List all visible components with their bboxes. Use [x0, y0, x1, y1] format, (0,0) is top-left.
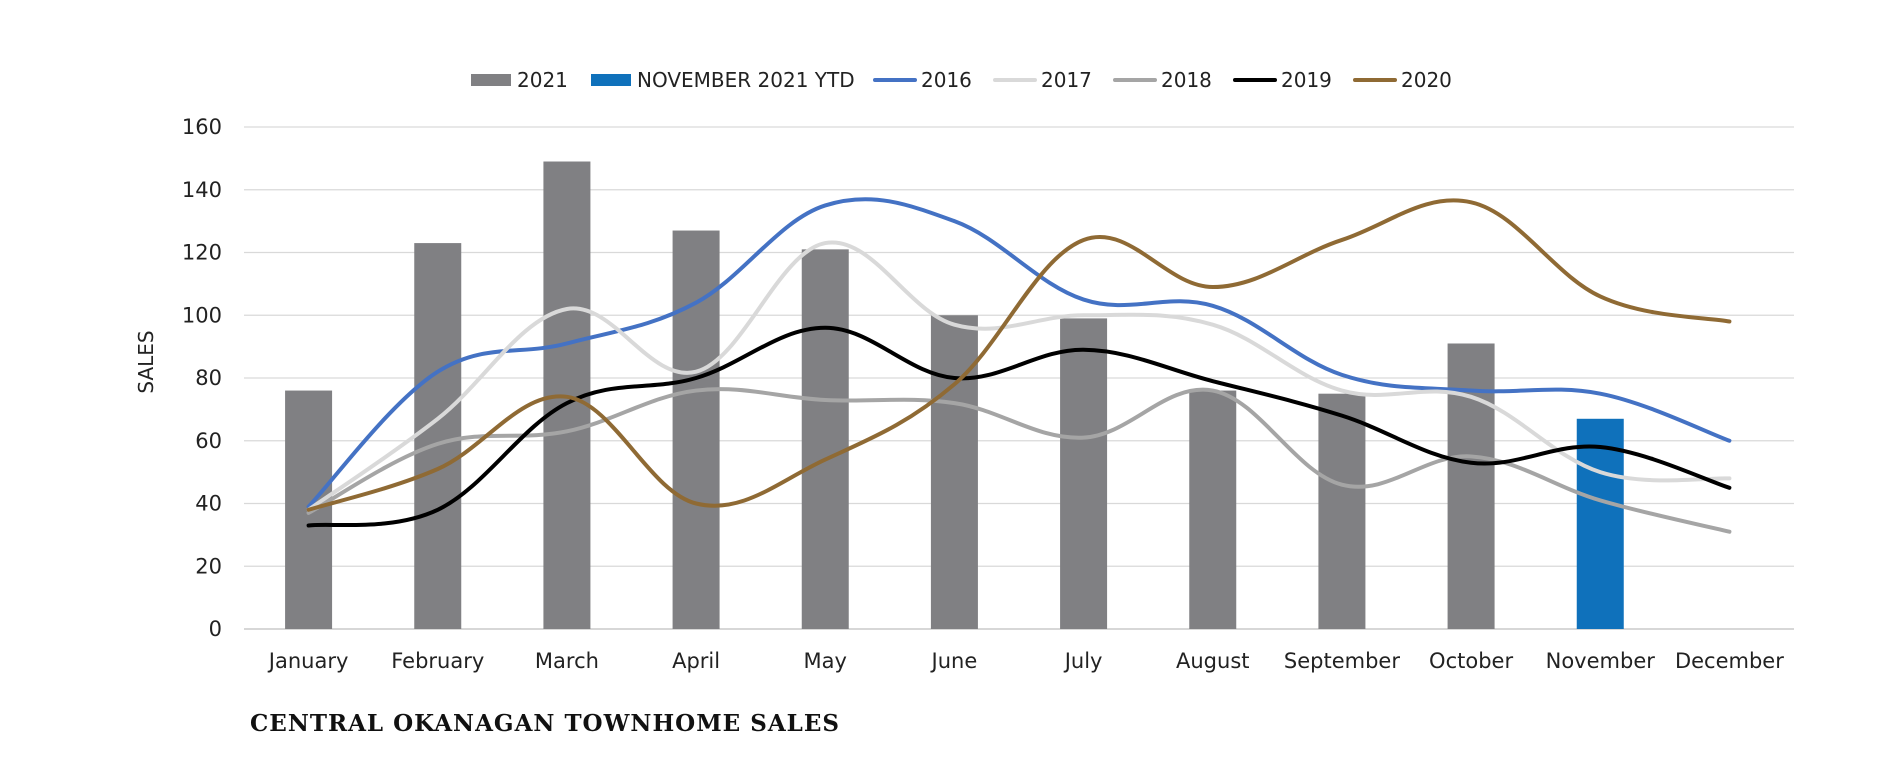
bar-layer [285, 161, 1624, 630]
y-axis-title: SALES [134, 330, 158, 393]
line-layer [306, 197, 1732, 534]
legend-label: 2016 [921, 68, 972, 92]
y-tick-label: 120 [182, 241, 222, 265]
bar [1318, 393, 1366, 629]
y-tick-label: 40 [195, 492, 222, 516]
x-tick-label: November [1546, 649, 1656, 673]
legend-label: 2021 [517, 68, 568, 92]
legend-swatch [471, 74, 511, 86]
y-tick-label: 160 [182, 115, 222, 139]
x-tick-label: October [1429, 649, 1513, 673]
legend: 2021 NOVEMBER 2021 YTD 2016 2017 2018 2019 202… [471, 68, 1452, 92]
legend-label: 2018 [1161, 68, 1212, 92]
x-tick-label: May [804, 649, 847, 673]
x-tick-label: March [535, 649, 599, 673]
x-tick-label: April [672, 649, 720, 673]
legend-swatch [591, 74, 631, 86]
series-line-2020 [306, 198, 1732, 512]
y-tick-label: 0 [209, 617, 222, 641]
y-tick-label: 100 [182, 303, 222, 327]
category-layer: January February March April May June July Augu… [267, 649, 1784, 673]
legend-label: 2017 [1041, 68, 1092, 92]
x-tick-label: February [391, 649, 484, 673]
legend-label: NOVEMBER 2021 YTD [637, 68, 855, 92]
bar [1576, 418, 1624, 629]
x-tick-label: June [930, 649, 978, 673]
bar [801, 249, 849, 630]
bar [1189, 390, 1237, 629]
x-tick-label: September [1284, 649, 1400, 673]
bar [1447, 343, 1495, 629]
series-line-2016 [306, 197, 1732, 509]
bar [414, 243, 462, 629]
x-tick-label: July [1063, 649, 1103, 673]
series-line-2018 [306, 387, 1732, 534]
series-line-2017 [306, 240, 1732, 512]
chart-title: CENTRAL OKANAGAN TOWNHOME SALES [250, 710, 840, 737]
tick-layer: 0 20 40 60 80 100 120 140 160 [182, 115, 222, 641]
legend-label: 2019 [1281, 68, 1332, 92]
bar [930, 315, 978, 629]
y-tick-label: 80 [195, 366, 222, 390]
bar [672, 230, 720, 629]
y-tick-label: 20 [195, 554, 222, 578]
x-tick-label: August [1176, 649, 1250, 673]
y-tick-label: 60 [195, 429, 222, 453]
series-line-2019 [306, 325, 1732, 528]
bar [1060, 318, 1108, 629]
legend-label: 2020 [1401, 68, 1452, 92]
x-tick-label: January [267, 649, 349, 673]
grid-layer [244, 126, 1794, 630]
y-tick-label: 140 [182, 178, 222, 202]
x-tick-label: December [1675, 649, 1784, 673]
